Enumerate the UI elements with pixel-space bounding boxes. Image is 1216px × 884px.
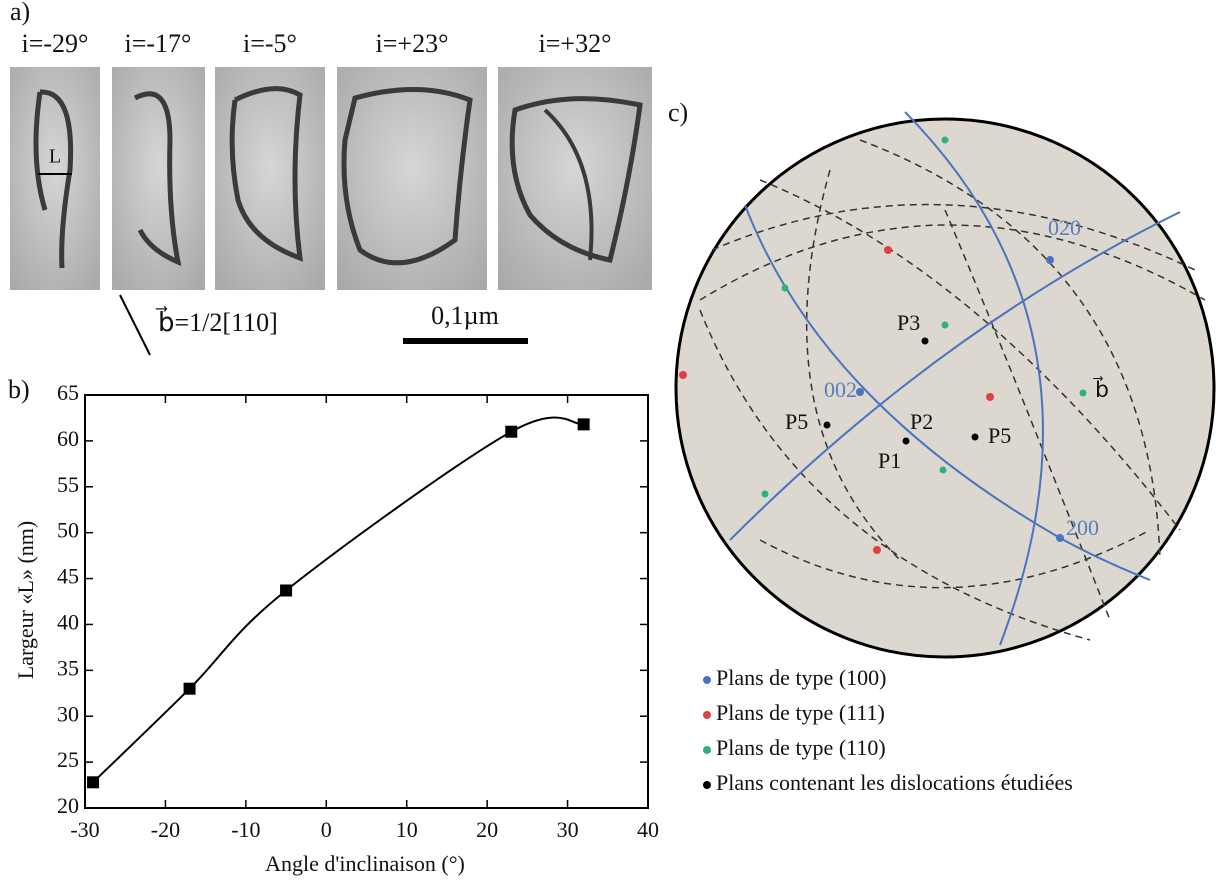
- marker: [183, 682, 196, 695]
- angle-label: i=-17°: [125, 29, 192, 58]
- legend-label: Plans contenant les dislocations étudiée…: [716, 770, 1073, 795]
- y-tick-label: 55: [57, 472, 79, 497]
- marker: [505, 425, 518, 438]
- plot-frame: [84, 394, 649, 809]
- y-tick-label: 65: [57, 380, 79, 405]
- x-tick-label: -10: [231, 817, 260, 842]
- legend-dot: [703, 711, 711, 719]
- point-label: P5: [785, 409, 808, 434]
- legend-dot: [703, 676, 711, 684]
- angle-label: i=+23°: [376, 29, 449, 58]
- x-tick-label: 20: [476, 817, 498, 842]
- y-tick-label: 20: [57, 793, 79, 818]
- point-label: P1: [878, 448, 901, 473]
- angle-label: i=+32°: [539, 29, 612, 58]
- x-tick-label: -30: [70, 817, 99, 842]
- x-axis-label: Angle d'inclinaison (°): [265, 851, 465, 876]
- burgers-label: b⃗: [1092, 376, 1108, 402]
- point-label: P2: [910, 409, 933, 434]
- pole-label: 020: [1048, 215, 1081, 240]
- x-tick-label: 10: [396, 817, 418, 842]
- stereogram: [674, 111, 1216, 659]
- width-marker: L: [49, 146, 61, 168]
- legend-dot: [703, 746, 711, 754]
- legend-label: Plans de type (111): [716, 700, 885, 725]
- y-tick-label: 35: [57, 655, 79, 680]
- point-label: P5: [988, 423, 1011, 448]
- y-tick-label: 30: [57, 701, 79, 726]
- legend-label: Plans de type (110): [716, 735, 886, 760]
- curve: [92, 416, 584, 784]
- legend-label: Plans de type (100): [716, 665, 886, 690]
- y-tick-label: 25: [57, 747, 79, 772]
- x-tick-label: 30: [557, 817, 579, 842]
- marker: [87, 776, 100, 789]
- panel-label: a): [10, 0, 30, 26]
- scale-label: 0,1µm: [431, 301, 499, 330]
- micrographs: [10, 67, 652, 290]
- y-tick-label: 40: [57, 609, 79, 634]
- x-tick-label: 0: [321, 817, 332, 842]
- panel-label: b): [8, 375, 30, 404]
- angle-label: i=-5°: [243, 29, 297, 58]
- panel-label: c): [668, 98, 688, 127]
- x-tick-label: 40: [637, 817, 659, 842]
- marker: [280, 584, 293, 597]
- x-tick-label: -20: [151, 817, 180, 842]
- burgers-line: [119, 294, 151, 356]
- y-tick-label: 45: [57, 564, 79, 589]
- y-axis-label: Largeur «L» (nm): [13, 521, 38, 679]
- marker: [577, 418, 590, 431]
- y-tick-label: 50: [57, 518, 79, 543]
- pole-label: 200: [1066, 515, 1099, 540]
- burgers-label: b⃗=1/2[110]: [155, 306, 278, 337]
- y-tick-label: 60: [57, 426, 79, 451]
- pole-label: 002: [824, 377, 857, 402]
- angle-label: i=-29°: [22, 29, 89, 58]
- legend-dot: [703, 781, 711, 789]
- point-label: P3: [897, 310, 920, 335]
